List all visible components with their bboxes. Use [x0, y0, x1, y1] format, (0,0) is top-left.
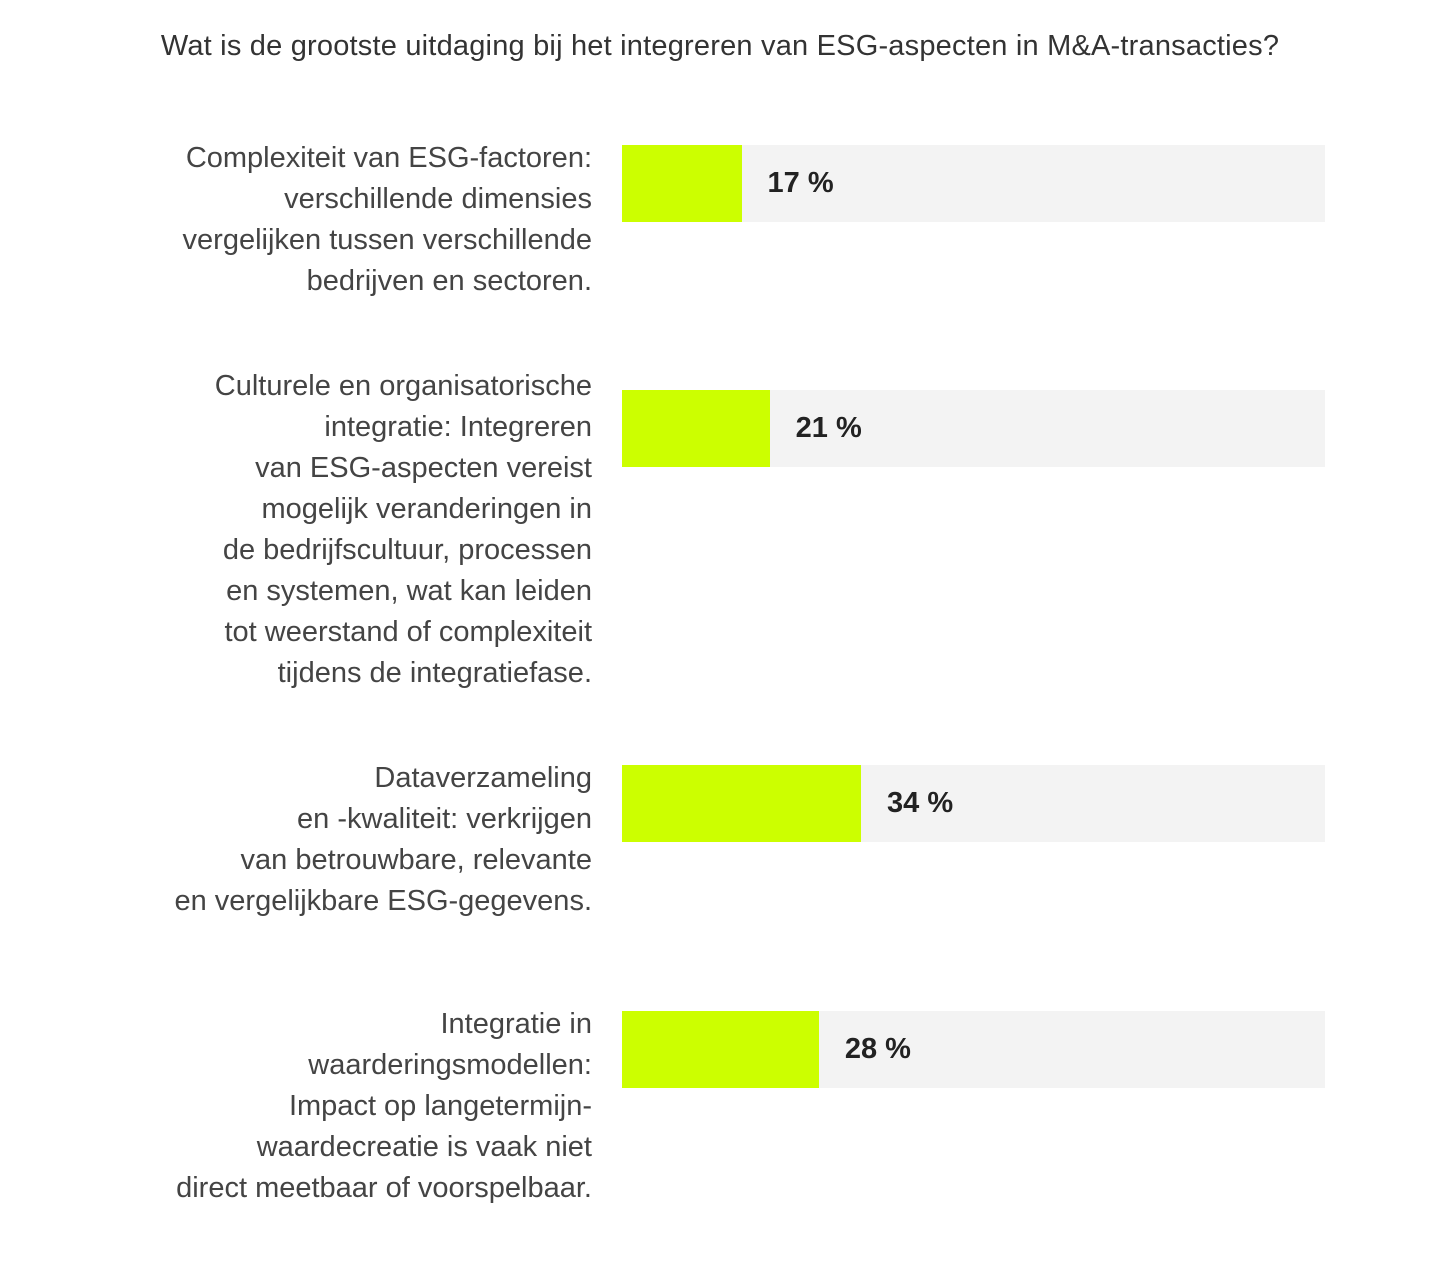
category-label: Complexiteit van ESG-factoren: verschille…: [32, 138, 592, 302]
bar-value-label: 21 %: [795, 412, 862, 444]
category-label-line: waarderingsmodellen:: [308, 1049, 592, 1081]
bar-value-label: 34 %: [887, 787, 954, 819]
category-label-line: tijdens de integratiefase.: [277, 657, 592, 689]
category-label-line: mogelijk veranderingen in: [261, 493, 592, 525]
bar: [622, 390, 770, 467]
bar-track: 21 %: [622, 390, 1325, 467]
bar: [622, 145, 742, 222]
category-label-line: vergelijken tussen verschillende: [182, 224, 592, 256]
category-label-line: de bedrijfscultuur, processen: [222, 534, 592, 566]
category-label-line: verschillende dimensies: [284, 183, 592, 215]
category-label-line: en vergelijkbare ESG-gegevens.: [174, 885, 592, 917]
bar: [622, 765, 862, 842]
category-label-line: integratie: Integreren: [324, 411, 592, 443]
category-label-line: tot weerstand of complexiteit: [224, 616, 592, 648]
bar: [622, 1011, 819, 1088]
bar-track: 34 %: [622, 765, 1325, 842]
category-label-line: Dataverzameling: [374, 762, 592, 794]
category-label: Integratie in waarderingsmodellen: Impact …: [32, 1004, 592, 1209]
bar-value-label: 28 %: [844, 1033, 911, 1065]
category-label-line: direct meetbaar of voorspelbaar.: [176, 1172, 592, 1204]
category-label: Dataverzameling en -kwaliteit: verkrijgen…: [32, 758, 592, 922]
category-label-line: en -kwaliteit: verkrijgen: [297, 803, 592, 835]
category-label-line: Culturele en organisatorische: [214, 370, 592, 402]
category-label-line: Complexiteit van ESG-factoren:: [185, 142, 592, 174]
chart-title: Wat is de grootste uitdaging bij het int…: [160, 30, 1280, 62]
category-label-line: van ESG-aspecten vereist: [255, 452, 592, 484]
category-label: Culturele en organisatorische integratie:…: [32, 366, 592, 694]
category-label-line: Impact op langetermijn-: [288, 1090, 592, 1122]
category-label-line: van betrouwbare, relevante: [240, 844, 592, 876]
category-label-line: bedrijven en sectoren.: [306, 265, 592, 297]
category-label-line: en systemen, wat kan leiden: [226, 575, 592, 607]
category-label-line: Integratie in: [440, 1008, 592, 1040]
category-label-line: waardecreatie is vaak niet: [256, 1131, 592, 1163]
bar-value-label: 17 %: [767, 167, 834, 199]
bar-track: 17 %: [622, 145, 1325, 222]
bar-track: 28 %: [622, 1011, 1325, 1088]
